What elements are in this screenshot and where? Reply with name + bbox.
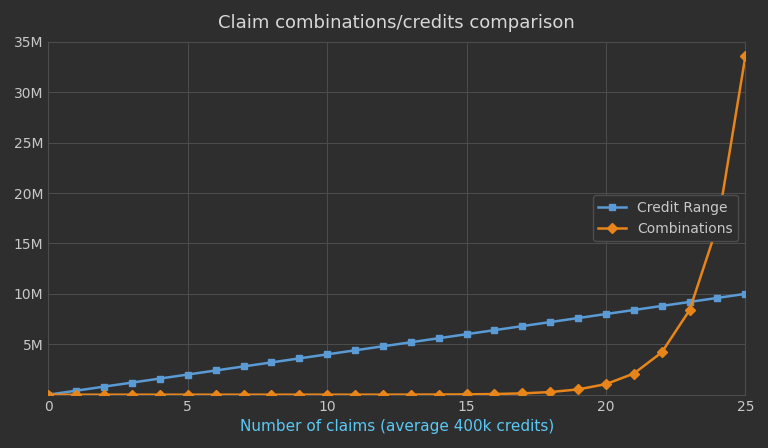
Combinations xyxy=(211,392,220,397)
Combinations xyxy=(545,389,554,395)
Credit Range xyxy=(434,336,443,341)
Credit Range xyxy=(741,291,750,297)
Combinations xyxy=(685,307,694,313)
Combinations xyxy=(518,391,527,396)
Credit Range xyxy=(127,380,137,385)
Combinations xyxy=(350,392,359,397)
Combinations xyxy=(434,392,443,397)
Combinations xyxy=(266,392,276,397)
Credit Range xyxy=(71,388,81,393)
Title: Claim combinations/credits comparison: Claim combinations/credits comparison xyxy=(218,14,575,32)
Line: Combinations: Combinations xyxy=(45,53,749,398)
Credit Range xyxy=(601,311,611,317)
Combinations xyxy=(379,392,388,397)
Combinations xyxy=(44,392,53,397)
Legend: Credit Range, Combinations: Credit Range, Combinations xyxy=(593,195,738,241)
Combinations xyxy=(71,392,81,397)
X-axis label: Number of claims (average 400k credits): Number of claims (average 400k credits) xyxy=(240,419,554,434)
Credit Range xyxy=(713,295,722,301)
Credit Range xyxy=(44,392,53,397)
Credit Range xyxy=(100,384,109,389)
Combinations xyxy=(462,392,472,397)
Credit Range xyxy=(239,364,248,369)
Credit Range xyxy=(211,368,220,373)
Credit Range xyxy=(545,319,554,325)
Combinations xyxy=(713,223,722,228)
Credit Range xyxy=(379,344,388,349)
Combinations xyxy=(100,392,109,397)
Combinations xyxy=(490,392,499,397)
Credit Range xyxy=(574,315,583,321)
Credit Range xyxy=(155,376,164,381)
Combinations xyxy=(295,392,304,397)
Credit Range xyxy=(462,332,472,337)
Credit Range xyxy=(266,360,276,365)
Combinations xyxy=(183,392,192,397)
Combinations xyxy=(323,392,332,397)
Line: Credit Range: Credit Range xyxy=(45,290,749,398)
Combinations xyxy=(741,54,750,59)
Combinations xyxy=(657,350,667,355)
Combinations xyxy=(601,381,611,387)
Credit Range xyxy=(629,307,638,313)
Credit Range xyxy=(295,356,304,361)
Credit Range xyxy=(685,299,694,305)
Combinations xyxy=(127,392,137,397)
Credit Range xyxy=(657,303,667,309)
Credit Range xyxy=(350,348,359,353)
Combinations xyxy=(406,392,415,397)
Credit Range xyxy=(490,327,499,333)
Credit Range xyxy=(518,323,527,329)
Credit Range xyxy=(406,340,415,345)
Combinations xyxy=(574,387,583,392)
Combinations xyxy=(239,392,248,397)
Credit Range xyxy=(323,352,332,357)
Combinations xyxy=(155,392,164,397)
Combinations xyxy=(629,371,638,376)
Credit Range xyxy=(183,372,192,377)
